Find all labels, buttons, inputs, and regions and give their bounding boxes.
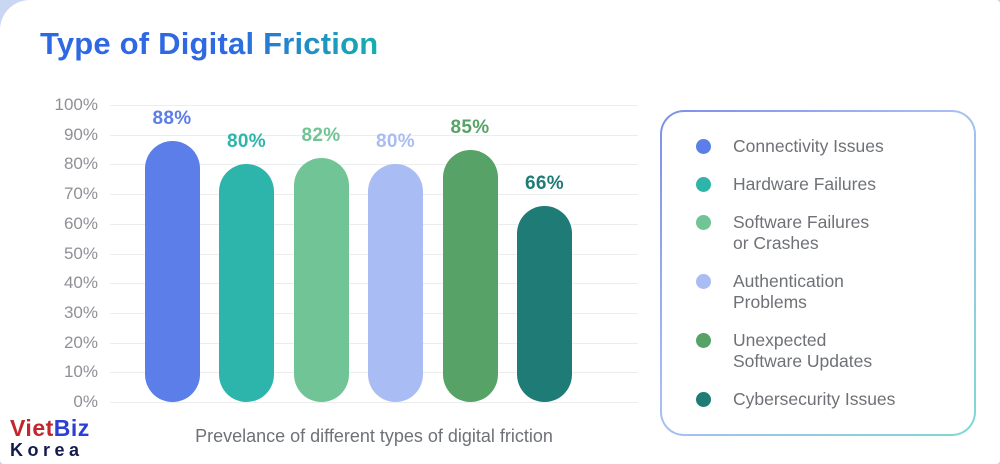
legend-label: Cybersecurity Issues (733, 389, 896, 409)
y-axis-tick: 60% (63, 213, 98, 233)
bar-value-label-software-failures-or-crashes: 82% (301, 125, 341, 147)
gridline (110, 134, 638, 136)
legend-label: Hardware Failures (733, 174, 876, 194)
brand-biz-text: Biz (53, 415, 90, 441)
y-axis-tick: 20% (63, 332, 98, 352)
y-axis-tick: 70% (63, 184, 98, 204)
legend-item-software-failures-or-crashes: Software Failures or Crashes (696, 212, 950, 254)
gridline (110, 105, 638, 106)
legend-dot-icon (696, 392, 711, 407)
legend-dot-icon (696, 215, 711, 230)
bar-value-label-unexpected-software-updates: 85% (450, 116, 490, 138)
brand-logo: VietBiz Korea (10, 415, 90, 460)
bar-unexpected-software-updates (442, 149, 498, 402)
y-axis-tick: 100% (54, 95, 98, 114)
legend-dot-icon (696, 177, 711, 192)
bar-value-label-connectivity-issues: 88% (152, 107, 192, 129)
y-axis-tick: 0% (73, 392, 98, 411)
bar-value-label-cybersecurity-issues: 66% (525, 172, 564, 194)
legend-dot-icon (696, 333, 711, 348)
legend-box: Connectivity Issues Hardware Failures Soft… (660, 110, 976, 436)
y-axis-tick: 90% (63, 124, 98, 144)
legend-item-authentication-problems: Authentication Problems (696, 271, 950, 313)
legend-dot-icon (696, 139, 711, 154)
legend: Connectivity Issues Hardware Failures Soft… (662, 112, 974, 434)
legend-label: Software Failures or Crashes (733, 212, 870, 253)
legend-dot-icon (696, 274, 711, 289)
legend-item-connectivity-issues: Connectivity Issues (696, 136, 950, 157)
legend-label: Authentication Problems (733, 271, 844, 312)
bar-value-label-authentication-problems: 80% (376, 131, 415, 153)
bar-value-label-hardware-failures: 80% (227, 131, 266, 153)
y-axis-tick: 40% (63, 273, 98, 293)
gridline (110, 164, 638, 166)
legend-item-unexpected-software-updates: Unexpected Software Updates (696, 330, 950, 372)
bar-authentication-problems (368, 164, 423, 402)
bar-chart-plot-area: 88% 80% 82% 80% 85% 66% (110, 105, 638, 403)
y-axis-tick: 10% (63, 362, 98, 382)
brand-korea-text: Korea (10, 440, 84, 460)
legend-item-hardware-failures: Hardware Failures (696, 174, 950, 195)
y-axis-tick: 80% (63, 154, 98, 174)
x-axis-label: Prevelance of different types of digital… (195, 426, 553, 446)
legend-label: Unexpected Software Updates (733, 330, 873, 371)
bar-cybersecurity-issues (517, 205, 572, 402)
legend-item-cybersecurity-issues: Cybersecurity Issues (696, 389, 950, 410)
gridline (110, 402, 638, 403)
legend-label: Connectivity Issues (733, 136, 884, 156)
page-title: Type of Digital Friction (40, 26, 379, 61)
brand-logo-line1: VietBiz (10, 415, 90, 441)
y-axis-tick: 50% (63, 243, 98, 263)
bar-software-failures-or-crashes (293, 158, 349, 402)
brand-viet-text: Viet (10, 415, 54, 441)
bar-connectivity-issues (144, 140, 200, 402)
y-axis: 0% 10% 20% 30% 40% 50% 60% 70% 80% 90% 100% (30, 96, 98, 411)
bar-hardware-failures (219, 164, 274, 402)
y-axis-tick: 30% (63, 302, 98, 322)
